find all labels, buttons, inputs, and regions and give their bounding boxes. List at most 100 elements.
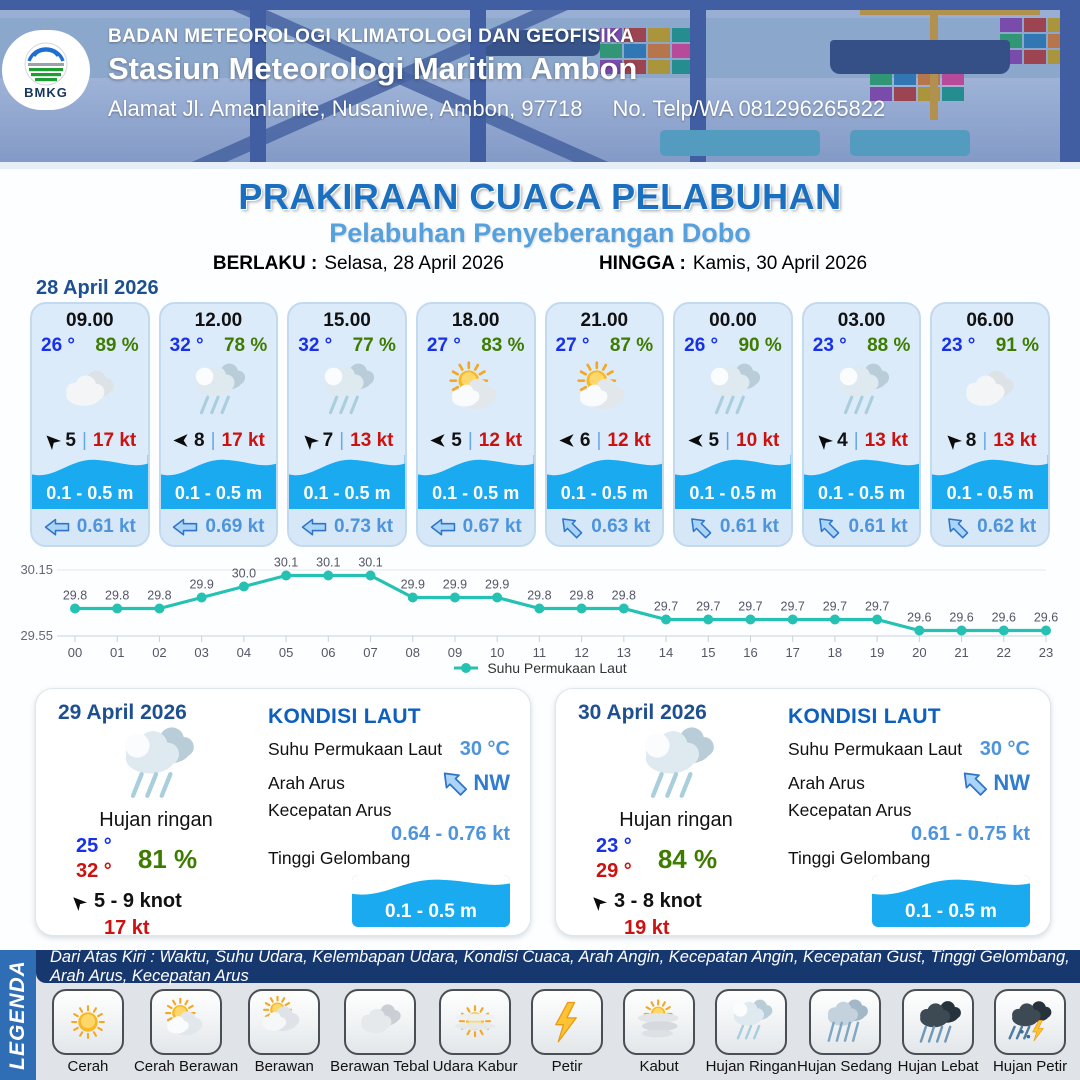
gust-speed: 12 kt [478, 429, 523, 451]
svg-text:18: 18 [828, 645, 842, 660]
svg-text:13: 13 [617, 645, 631, 660]
current-speed: 0.67 kt [462, 515, 522, 537]
sea-conditions: KONDISI LAUT Suhu Permukaan Laut 30 °C Arah… [254, 689, 530, 935]
legend-header: Dari Atas Kiri : Waktu, Suhu Udara, Kele… [36, 948, 1080, 985]
svg-text:29.7: 29.7 [781, 600, 805, 614]
wave-height-band: 0.1 - 0.5 m [417, 454, 534, 509]
gust-speed: 13 kt [993, 429, 1037, 451]
gust-speed: 17 kt [221, 429, 265, 451]
station-name: Stasiun Meteorologi Maritim Ambon [108, 51, 638, 86]
svg-text:12: 12 [574, 645, 588, 660]
separator: | [81, 429, 87, 451]
wind-direction-icon [944, 432, 962, 451]
svg-text:29.8: 29.8 [612, 589, 636, 603]
hourly-card: 06.00 23 ° 91 % 8 | 13 kt 0.1 - 0.5 m 0.62 kt [930, 302, 1050, 547]
svg-text:08: 08 [406, 645, 420, 660]
wave-height-band: 0.1 - 0.5 m [289, 454, 405, 509]
current-direction-icon [172, 517, 198, 537]
svg-text:30.1: 30.1 [316, 556, 340, 570]
svg-text:16: 16 [743, 645, 757, 660]
legend-item: Hujan Sedang [797, 989, 892, 1080]
hourly-card: 09.00 26 ° 89 % 5 | 17 kt 0.1 - 0.5 m 0.61 kt [30, 302, 150, 547]
page-subtitle: Pelabuhan Penyeberangan Dobo [329, 218, 751, 248]
current-direction-value: NW [993, 770, 1030, 795]
legend-item-label: Hujan Lebat [897, 1058, 979, 1075]
daily-wind-range: 3 - 8 knot [614, 890, 702, 912]
temp-min: 23 ° [596, 835, 632, 857]
wind-direction-icon [301, 432, 319, 451]
wave-height-band: 0.1 - 0.5 m [546, 454, 663, 509]
wind-speed: 5 [451, 429, 462, 451]
current-row: 0.61 kt [803, 508, 920, 545]
card-temperature: 32 ° [298, 334, 333, 356]
daily-gust: 17 kt [104, 917, 150, 939]
legend-item: Petir [521, 989, 613, 1080]
svg-text:07: 07 [363, 645, 377, 660]
berlaku-label: BERLAKU : [212, 253, 318, 274]
current-direction-icon [959, 771, 989, 797]
legend-item-label: Kabut [639, 1058, 679, 1075]
separator: | [596, 429, 602, 451]
daily-panel-1: 29 April 2026 Hujan ringan 25 ° 32 ° 81 % 5 -… [35, 688, 531, 939]
hujan-petir-icon [994, 989, 1067, 1055]
legend-item: Cerah Berawan [134, 989, 238, 1080]
legend-item-label: Berawan Tebal [330, 1058, 430, 1075]
svg-text:30.1: 30.1 [358, 556, 382, 570]
legend-item: Hujan Lebat [892, 989, 984, 1080]
legend-item-label: Cerah Berawan [133, 1058, 239, 1075]
daily-date: 30 April 2026 [578, 701, 707, 724]
legend-item-label: Berawan [254, 1058, 314, 1075]
current-speed-label: Kecepatan Arus [788, 800, 912, 820]
sea-conditions-heading: KONDISI LAUT [788, 705, 941, 728]
card-time: 18.00 [451, 310, 500, 331]
wind-row: 7 | 13 kt [289, 427, 405, 455]
wind-speed: 8 [965, 429, 977, 451]
separator: | [982, 429, 988, 451]
legend-item: Cerah [42, 989, 134, 1080]
hujan-ringan-icon [715, 989, 788, 1055]
weather-icon-berawan [932, 358, 1048, 427]
current-row: 0.73 kt [289, 508, 405, 545]
wind-row: 8 | 13 kt [932, 427, 1048, 455]
weather-condition: Hujan ringan [99, 809, 213, 831]
wind-direction-icon [70, 894, 87, 911]
card-temperature: 26 ° [684, 334, 719, 356]
card-time: 12.00 [194, 310, 243, 331]
svg-text:04: 04 [237, 645, 251, 660]
sst-label: Suhu Permukaan Laut [268, 739, 443, 759]
card-temperature: 23 ° [812, 334, 847, 356]
svg-text:29.9: 29.9 [485, 578, 509, 592]
sst-value: 30 °C [979, 738, 1030, 760]
wave-height-band: 0.1 - 0.5 m [932, 454, 1048, 509]
wave-height-band: 0.1 - 0.5 m [803, 454, 920, 509]
svg-text:29.8: 29.8 [147, 589, 171, 603]
wave-height: 0.1 - 0.5 m [560, 482, 648, 503]
wave-height-value: 0.1 - 0.5 m [385, 901, 477, 922]
daily-humidity: 81 % [137, 843, 198, 874]
svg-text:29.7: 29.7 [654, 600, 678, 614]
wave-height: 0.1 - 0.5 m [818, 482, 906, 503]
berawan-tebal-icon [343, 989, 416, 1055]
station-phone: No. Telp/WA 081296265822 [612, 96, 886, 121]
svg-text:29.6: 29.6 [1034, 611, 1058, 625]
wave-height-band: 0.1 - 0.5 m [32, 454, 148, 509]
weather-icon-hujan-ringan [675, 358, 791, 427]
current-speed: 0.63 kt [591, 515, 651, 537]
weather-icon-berawan [32, 358, 148, 427]
header: BMKG BADAN METEOROLOGI KLIMATOLOGI DAN G… [0, 0, 1080, 162]
legend-item: Hujan Ringan [705, 989, 797, 1080]
daily-summary: 30 April 2026 Hujan ringan 23 ° 29 ° 84 % 3 -… [556, 689, 774, 939]
card-time: 00.00 [709, 310, 757, 331]
wind-speed: 7 [322, 429, 334, 451]
legend-item: Berawan Tebal [330, 989, 429, 1080]
wave-height-value: 0.1 - 0.5 m [905, 901, 997, 922]
wind-direction-icon [590, 894, 607, 911]
current-row: 0.61 kt [32, 508, 148, 545]
berlaku-value: Selasa, 28 April 2026 [324, 253, 504, 274]
wind-direction-icon [558, 432, 575, 449]
svg-text:29.9: 29.9 [189, 578, 213, 592]
svg-text:02: 02 [152, 645, 166, 660]
svg-text:30.0: 30.0 [232, 567, 256, 581]
legend-vertical-band: LEGENDA [0, 950, 36, 1080]
